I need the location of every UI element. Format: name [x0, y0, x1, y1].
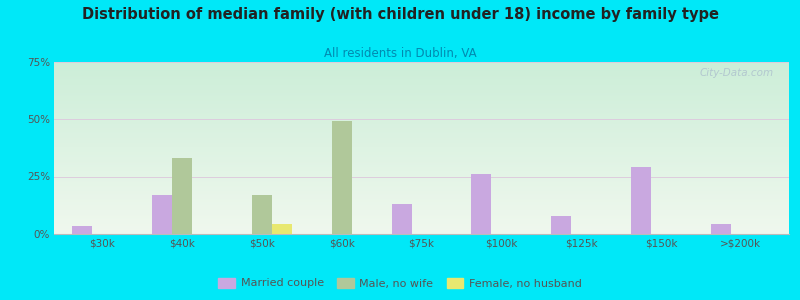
Bar	[711, 224, 731, 234]
Bar	[471, 174, 491, 234]
Text: All residents in Dublin, VA: All residents in Dublin, VA	[324, 46, 476, 59]
Bar	[551, 216, 571, 234]
Bar	[332, 121, 352, 234]
Bar	[172, 158, 192, 234]
Legend: Married couple, Male, no wife, Female, no husband: Married couple, Male, no wife, Female, n…	[214, 273, 586, 293]
Bar	[252, 195, 272, 234]
Bar	[272, 224, 292, 234]
Bar	[631, 167, 651, 234]
Text: City-Data.com: City-Data.com	[700, 68, 774, 78]
Bar	[72, 226, 92, 234]
Text: Distribution of median family (with children under 18) income by family type: Distribution of median family (with chil…	[82, 8, 718, 22]
Bar	[152, 195, 172, 234]
Bar	[392, 204, 412, 234]
